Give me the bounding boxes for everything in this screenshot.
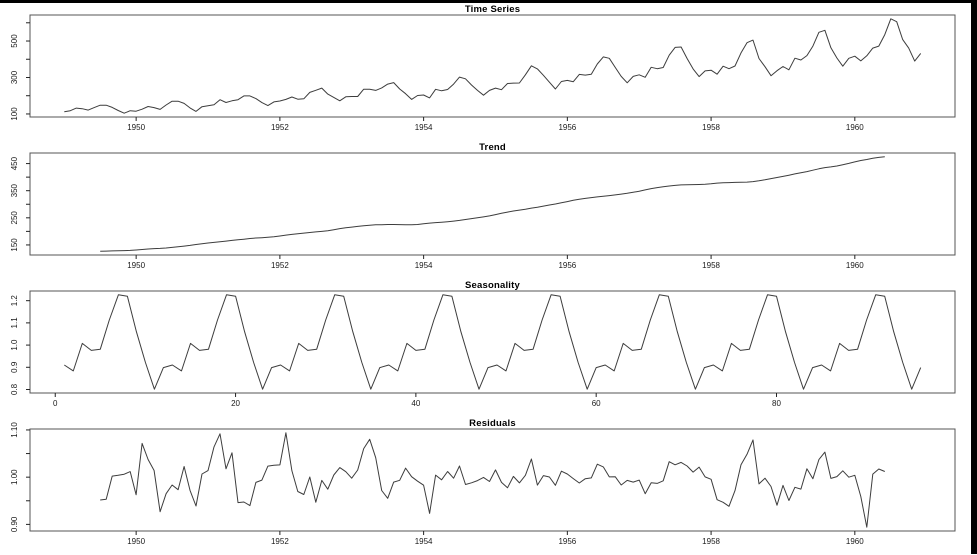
y-tick-label: 500 [10, 34, 19, 48]
plot-box [29, 428, 956, 532]
x-tick-label: 0 [53, 399, 58, 408]
y-tick-label: 1.0 [10, 339, 19, 351]
y-tick-label: 150 [10, 238, 19, 252]
y-tick-label: 0.8 [10, 383, 19, 395]
series-line [100, 156, 885, 252]
plot-box [29, 152, 956, 256]
panel-title-time-series: Time Series [464, 4, 521, 15]
x-tick-label: 60 [592, 399, 601, 408]
y-tick-label: 350 [10, 183, 19, 197]
x-tick-label: 1952 [271, 261, 289, 270]
x-tick-label: 20 [231, 399, 240, 408]
plot-box [29, 14, 956, 118]
series-line [64, 294, 922, 390]
y-tick-label: 1.1 [10, 317, 19, 329]
series-line [100, 432, 885, 528]
x-tick-label: 1960 [846, 123, 864, 132]
x-tick-label: 1956 [558, 261, 576, 270]
panel-time-series: Time Series 1950 1952 1954 1956 1958 1960 100 3… [0, 3, 977, 141]
panel-title-seasonality: Seasonality [464, 280, 520, 291]
plot-time-series: 1950 1952 1954 1956 1958 1960 100 300 500 [10, 14, 956, 132]
y-tick-label: 300 [10, 70, 19, 84]
x-tick-label: 1954 [415, 123, 433, 132]
y-tick-label: 1.00 [10, 469, 19, 485]
y-tick-label: 450 [10, 156, 19, 170]
plot-trend: 1950 1952 1954 1956 1958 1960 150 250 350 450 [10, 152, 956, 270]
panel-seasonality: Seasonality 0 20 40 60 80 0.8 0.9 1.0 1.1 1.2 [0, 279, 977, 417]
x-tick-label: 1954 [415, 261, 433, 270]
panel-title-residuals: Residuals [469, 418, 516, 429]
x-tick-label: 1958 [702, 537, 720, 546]
y-tick-label: 250 [10, 211, 19, 225]
panel-trend: Trend 1950 1952 1954 1956 1958 1960 150 250 350 4… [0, 141, 977, 279]
y-tick-label: 1.10 [10, 422, 19, 438]
x-tick-label: 1950 [127, 537, 145, 546]
x-tick-label: 1952 [271, 537, 289, 546]
x-tick-label: 1960 [846, 261, 864, 270]
x-tick-label: 1958 [702, 123, 720, 132]
x-tick-label: 80 [772, 399, 781, 408]
x-tick-label: 1950 [127, 261, 145, 270]
panel-title-trend: Trend [479, 142, 506, 153]
x-tick-label: 40 [411, 399, 420, 408]
window-border-right [971, 0, 977, 554]
x-tick-label: 1950 [127, 123, 145, 132]
y-tick-label: 1.2 [10, 295, 19, 307]
plot-residuals: 1950 1952 1954 1956 1958 1960 0.90 1.00 1.10 [10, 422, 956, 546]
plot-box [29, 290, 956, 394]
panel-residuals: Residuals 1950 1952 1954 1956 1958 1960 0.90 1.… [0, 417, 977, 555]
x-tick-label: 1956 [558, 123, 576, 132]
y-tick-label: 100 [10, 107, 19, 121]
y-tick-label: 0.90 [10, 516, 19, 532]
plot-seasonality: 0 20 40 60 80 0.8 0.9 1.0 1.1 1.2 [10, 290, 956, 408]
x-tick-label: 1952 [271, 123, 289, 132]
x-tick-label: 1954 [415, 537, 433, 546]
x-tick-label: 1956 [558, 537, 576, 546]
window-border-top [0, 0, 977, 3]
series-line [64, 18, 922, 114]
x-tick-label: 1958 [702, 261, 720, 270]
y-tick-label: 0.9 [10, 361, 19, 373]
x-tick-label: 1960 [846, 537, 864, 546]
